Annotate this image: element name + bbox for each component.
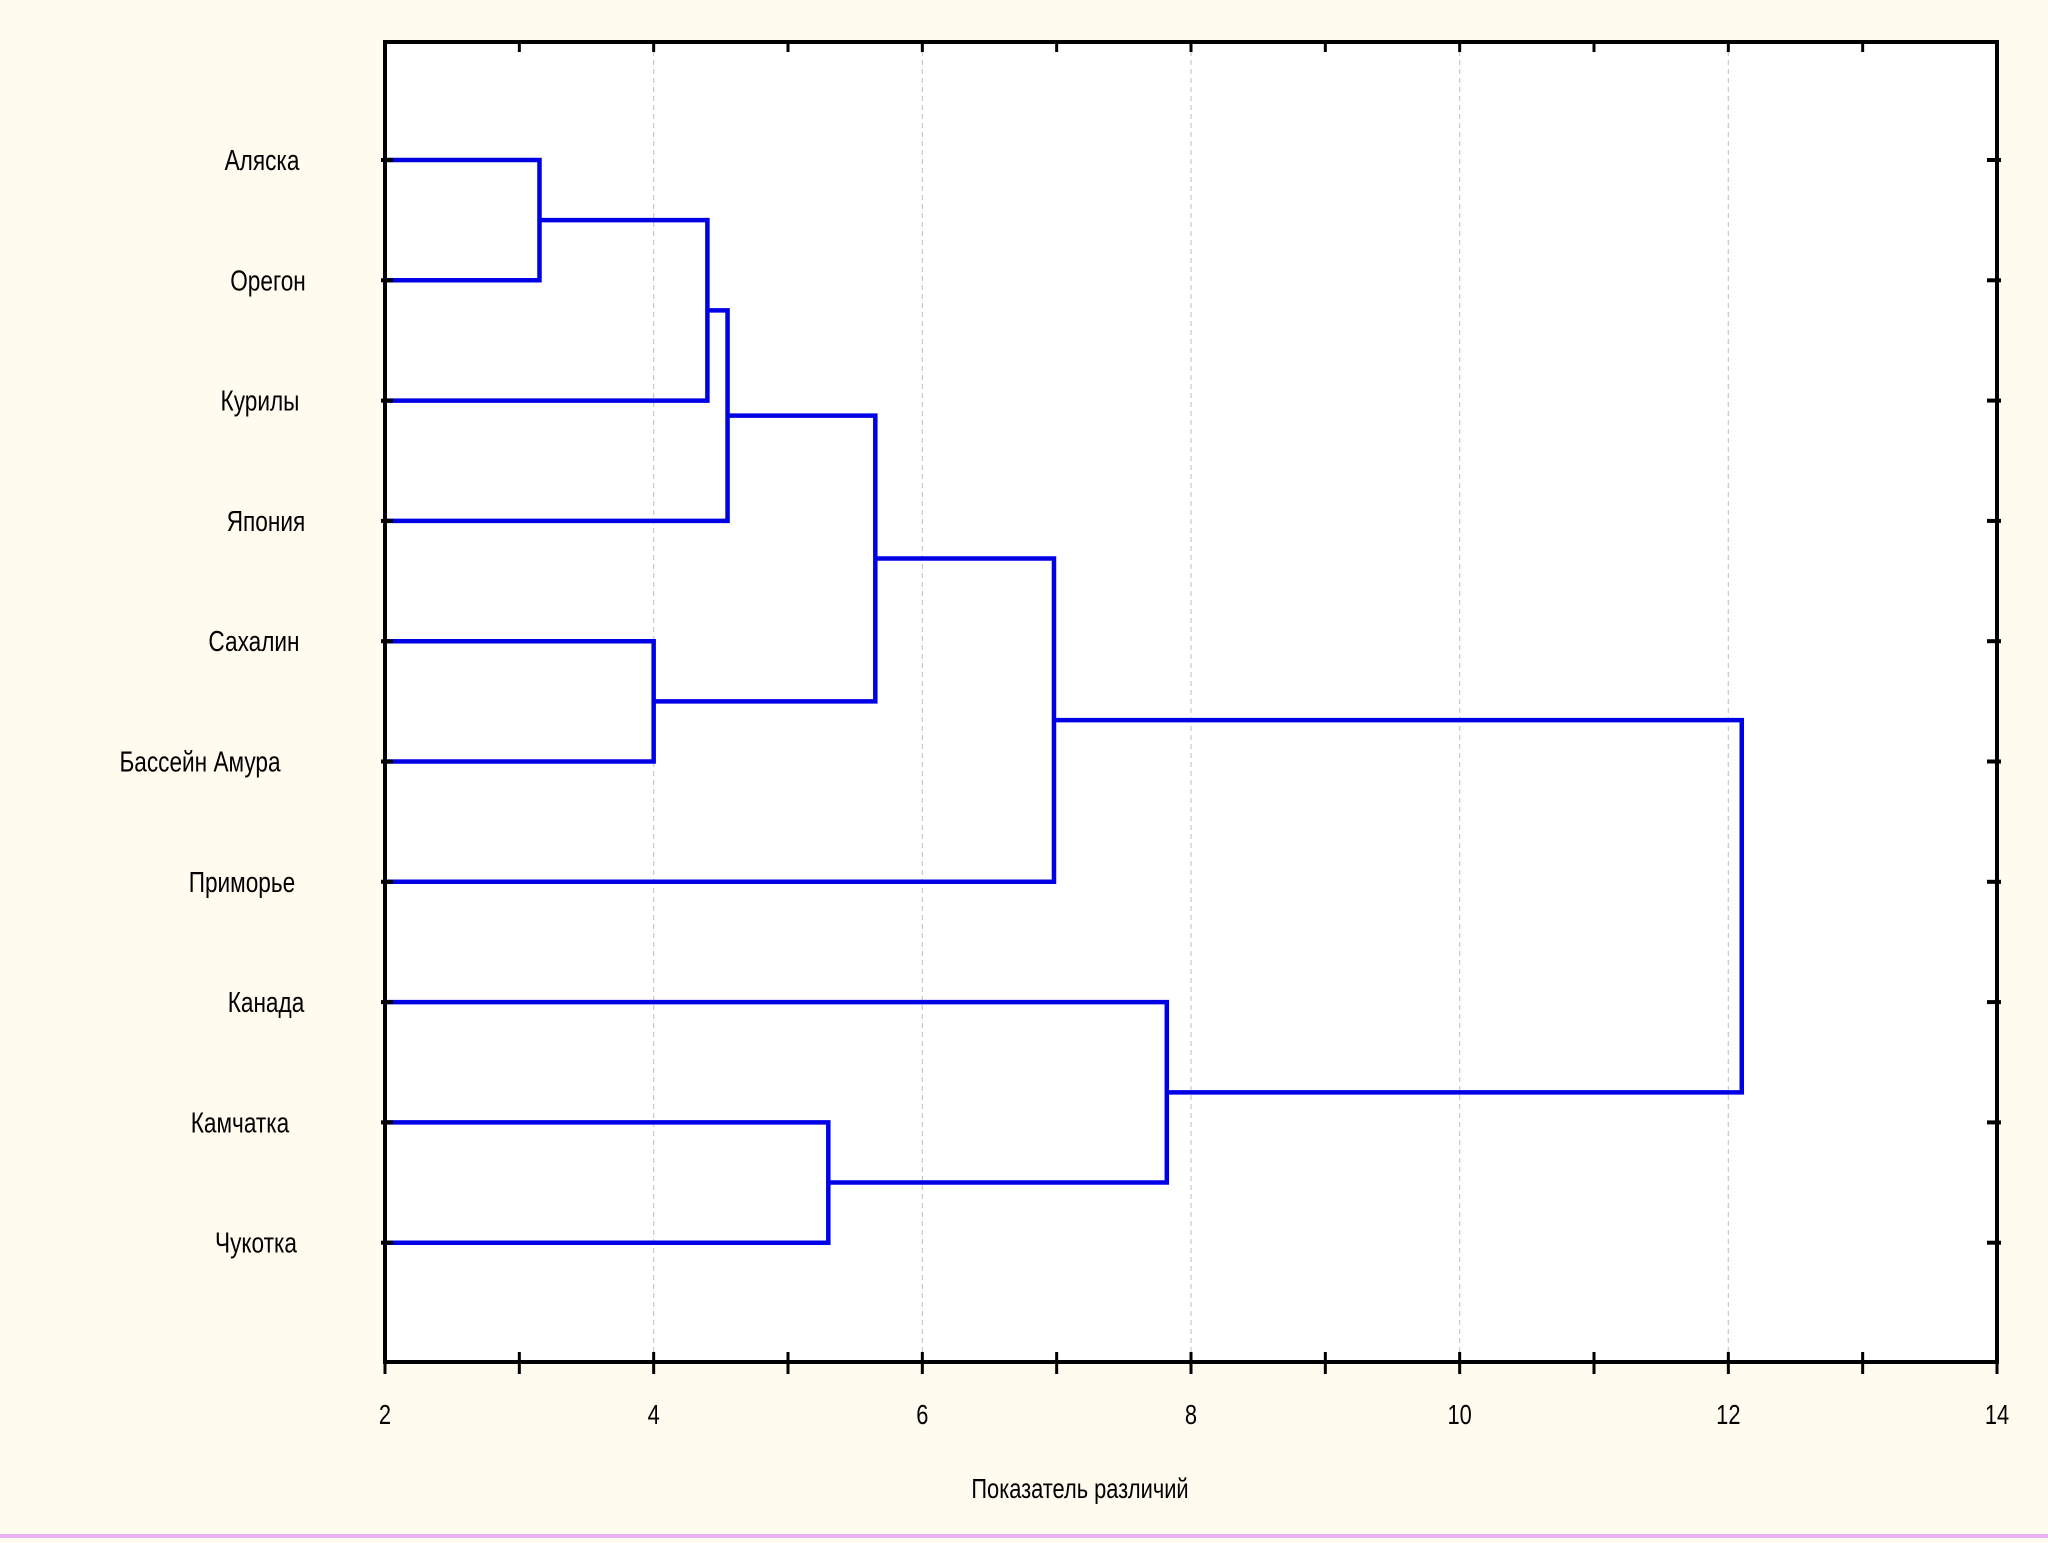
- grid-lines: [653, 42, 1729, 1362]
- x-axis-title: Показатель различий: [971, 1473, 1188, 1504]
- x-tick-label: 14: [1985, 1399, 2009, 1430]
- dendrogram-links: [385, 157, 1745, 1245]
- x-tick-labels: 2 4 6 8 10 12 14: [379, 1399, 2009, 1430]
- x-tick-label: 10: [1448, 1399, 1472, 1430]
- x-tick-label: 2: [379, 1399, 391, 1430]
- x-tick-label: 6: [916, 1399, 928, 1430]
- leaf-label: Камчатка: [191, 1106, 290, 1139]
- leaf-label: Чукотка: [215, 1226, 297, 1259]
- leaf-label: Аляска: [225, 143, 300, 176]
- x-tick-label: 12: [1716, 1399, 1740, 1430]
- leaf-labels: Аляска Орегон Курилы Япония Сахалин Бассейн А…: [119, 143, 305, 1259]
- dendrogram-link: [385, 157, 542, 283]
- bottom-rule: [0, 1534, 2048, 1538]
- axis-ticks: [381, 42, 2001, 1374]
- x-tick-label: 8: [1185, 1399, 1197, 1430]
- leaf-label: Орегон: [230, 264, 306, 297]
- dendrogram-link: [1053, 717, 1745, 1095]
- leaf-label: Сахалин: [208, 624, 299, 657]
- leaf-label: Канада: [228, 985, 305, 1018]
- leaf-label: Япония: [227, 504, 306, 537]
- x-tick-label: 4: [648, 1399, 660, 1430]
- leaf-label: Курилы: [221, 384, 300, 417]
- leaf-label: Бассейн Амура: [119, 745, 281, 778]
- leaf-label: Приморье: [189, 865, 296, 898]
